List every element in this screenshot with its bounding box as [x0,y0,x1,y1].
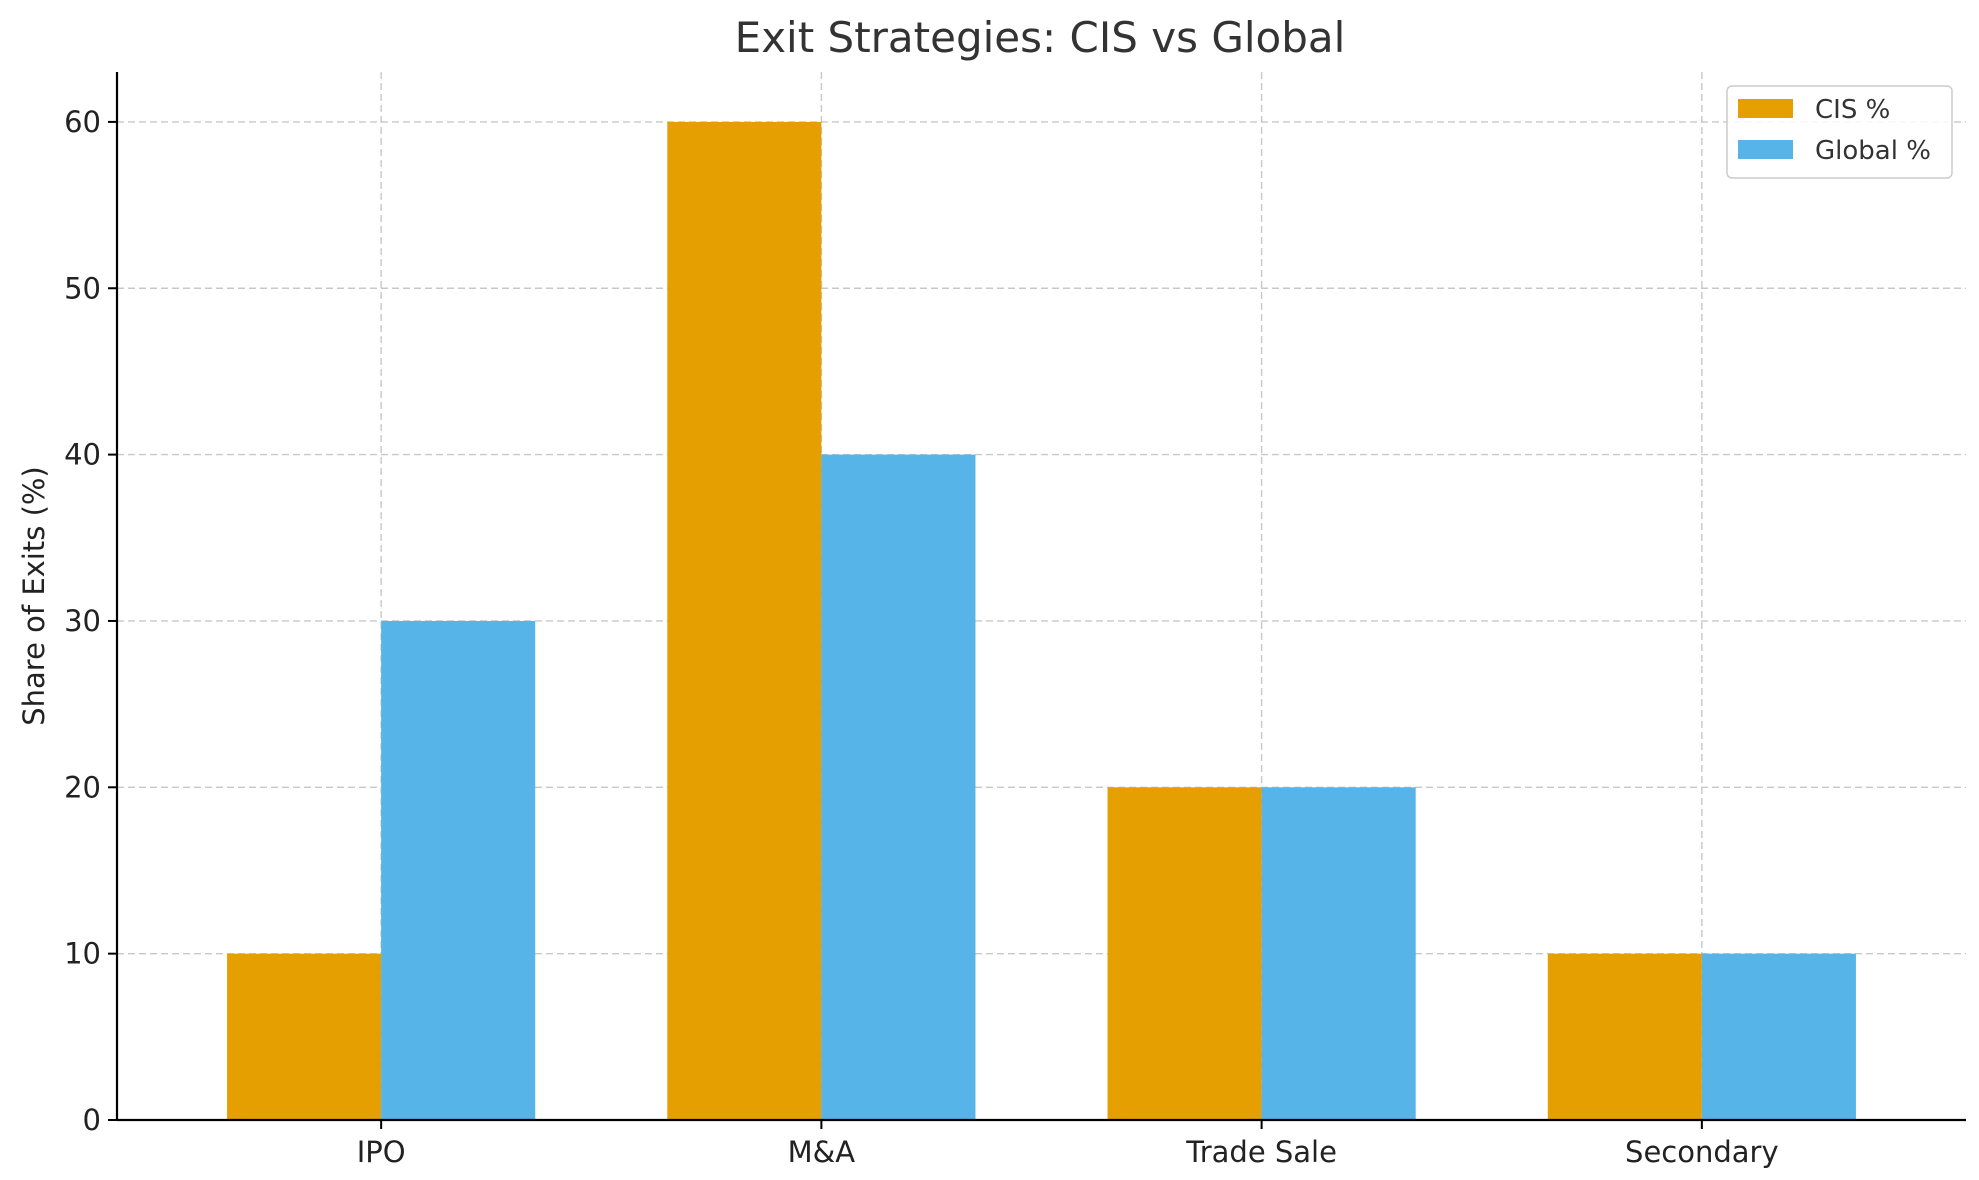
bar-global-0 [381,620,536,1120]
y-tick-label: 10 [64,937,101,971]
y-tick-label: 20 [64,770,101,804]
bar-cis-0 [227,953,382,1120]
legend: CIS % Global % [1726,85,1953,179]
y-tick-label: 60 [64,105,101,139]
bar-cis-3 [1547,953,1702,1120]
x-ticks: IPO M&A Trade Sale Secondary [357,1120,1779,1169]
y-tick-label: 30 [64,604,101,638]
y-tick-label: 0 [83,1103,101,1137]
bar-global-2 [1261,787,1416,1120]
legend-label: Global % [1815,136,1931,166]
y-axis-label: Share of Exits (%) [17,466,51,726]
legend-swatch [1738,99,1793,118]
bars-layer [227,121,1856,1121]
x-tick-label: Secondary [1625,1135,1779,1169]
y-tick-label: 50 [64,271,101,305]
x-tick-label: M&A [788,1135,856,1169]
axes-layer [115,72,1966,1122]
x-tick-label: Trade Sale [1185,1135,1337,1169]
bar-global-1 [821,454,976,1121]
y-tick-label: 40 [64,438,101,472]
y-ticks: 0 10 20 30 40 50 60 [64,105,117,1137]
bar-cis-1 [667,121,822,1120]
bar-cis-2 [1107,787,1262,1120]
bar-global-3 [1701,953,1856,1120]
x-tick-label: IPO [357,1135,406,1169]
chart-title: Exit Strategies: CIS vs Global [735,13,1346,62]
legend-swatch [1738,140,1793,159]
legend-label: CIS % [1815,95,1890,125]
